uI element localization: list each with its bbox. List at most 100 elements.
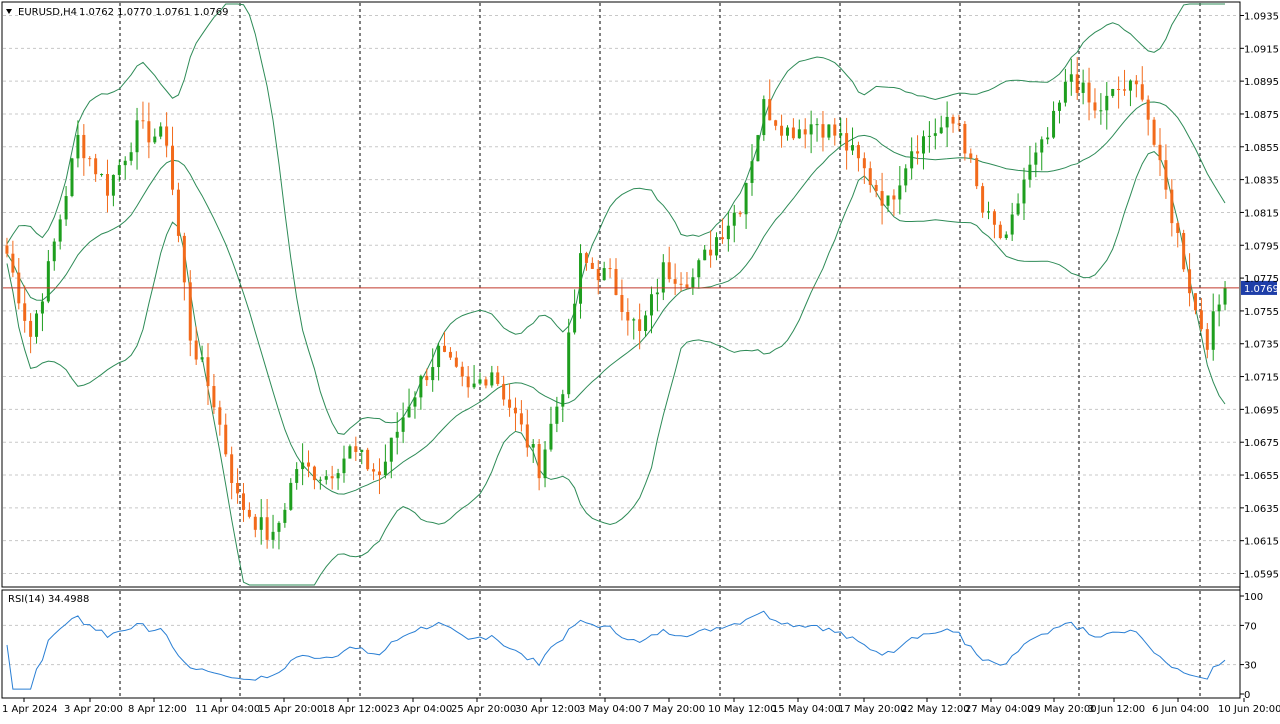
candle-bear [951, 116, 955, 124]
candle-bull [70, 158, 74, 197]
candle-bull [933, 133, 937, 136]
candle-bear [5, 245, 9, 254]
candle-bear [685, 284, 689, 288]
price-tick-label: 1.0635 [1244, 504, 1279, 515]
candle-bull [649, 294, 653, 316]
candle-bear [82, 134, 86, 159]
candle-bear [105, 174, 109, 196]
candle-bear [182, 235, 186, 283]
candle-bear [667, 262, 671, 280]
candle-bull [413, 397, 417, 407]
candle-bull [815, 124, 819, 126]
candle-bear [1075, 74, 1079, 93]
candle-bear [1176, 223, 1180, 233]
candle-bull [407, 406, 411, 418]
candle-bull [1111, 89, 1115, 96]
candle-bull [1022, 179, 1026, 204]
candle-bull [1040, 139, 1044, 153]
candle-bull [324, 476, 328, 480]
candle-bear [1158, 144, 1162, 161]
time-tick-label: 15 May 04:00 [772, 704, 841, 715]
candle-bull [360, 449, 364, 452]
price-tick-label: 1.0615 [1244, 537, 1279, 548]
rsi-axis: 100 70 30 0 [1240, 592, 1263, 701]
candle-bull [602, 268, 606, 281]
candle-bear [1146, 99, 1150, 120]
candle-bear [845, 133, 849, 151]
candle-bear [626, 311, 630, 321]
candle-bull [555, 406, 559, 424]
candle-bull [259, 517, 263, 530]
candle-bull [271, 531, 275, 540]
time-tick-label: 3 Jun 12:00 [1088, 704, 1145, 715]
time-axis: 1 Apr 2024 3 Apr 20:00 8 Apr 12:00 11 Apr 0… [2, 698, 1280, 715]
candle-bear [230, 454, 234, 483]
candle-bear [709, 249, 713, 256]
candle-bull [785, 127, 789, 136]
candle-bull [661, 262, 665, 293]
candle-bear [1117, 89, 1121, 91]
price-tick-label: 1.0815 [1244, 208, 1279, 219]
candle-bull [809, 124, 813, 135]
candle-bull [827, 124, 831, 138]
candle-bear [768, 99, 772, 121]
rsi-tick-label: 0 [1244, 690, 1250, 701]
rsi-label: RSI(14) 34.4988 [8, 594, 89, 605]
price-tick-label: 1.0915 [1244, 44, 1279, 55]
candle-bull [437, 345, 441, 368]
candle-bull [58, 219, 62, 242]
candle-bull [419, 375, 423, 398]
candle-bull [395, 431, 399, 438]
candle-bear [738, 212, 742, 215]
candle-bull [927, 135, 931, 137]
candle-bull [632, 319, 636, 321]
time-tick-label: 25 Apr 20:00 [451, 704, 516, 715]
candle-bull [886, 195, 890, 206]
candle-bull [762, 99, 766, 136]
candle-bull [655, 292, 659, 295]
candle-bear [141, 120, 145, 122]
candle-bull [129, 152, 133, 161]
candle-bear [1093, 102, 1097, 111]
price-tick-label: 1.0835 [1244, 176, 1279, 187]
time-tick-label: 1 Apr 2024 [2, 704, 57, 715]
time-tick-label: 22 May 12:00 [901, 704, 970, 715]
candle-bear [608, 268, 612, 270]
candle-bear [856, 145, 860, 159]
time-tick-label: 3 Apr 20:00 [64, 704, 123, 715]
header-triangle-icon[interactable] [6, 9, 12, 14]
candle-bear [1199, 310, 1203, 330]
candle-bear [821, 124, 825, 138]
candle-bear [513, 407, 517, 414]
rsi-line [6, 610, 1226, 690]
rsi-tick-label: 70 [1244, 621, 1257, 632]
candle-bear [312, 466, 316, 481]
candle-bear [673, 279, 677, 284]
candle-bear [916, 151, 920, 154]
candle-bear [1123, 89, 1127, 91]
candle-bear [1164, 160, 1168, 190]
candle-bear [454, 357, 458, 367]
candle-bear [171, 145, 175, 190]
time-tick-label: 17 May 20:00 [838, 704, 907, 715]
header-ohlc: 1.0762 1.0770 1.0761 1.0769 [79, 7, 229, 18]
candle-bear [448, 351, 452, 358]
candle-bear [241, 493, 245, 510]
candle-bear [791, 127, 795, 139]
candle-bull [277, 522, 281, 532]
candle-bull [1016, 203, 1020, 215]
candle-bear [165, 126, 169, 146]
candle-bear [957, 123, 961, 125]
candle-bear [11, 253, 15, 273]
candle-bear [176, 189, 180, 236]
candle-bear [803, 129, 807, 135]
candle-bear [466, 376, 470, 388]
candle-bear [1188, 269, 1192, 294]
candle-bull [318, 479, 322, 481]
candle-bear [590, 262, 594, 269]
candle-bull [1046, 137, 1050, 140]
candle-bear [23, 303, 27, 321]
time-tick-label: 27 May 04:00 [965, 704, 1034, 715]
